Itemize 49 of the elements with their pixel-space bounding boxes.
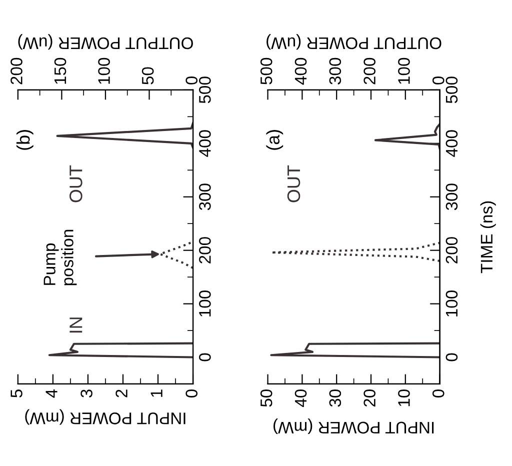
x-tick-label: 50 — [260, 389, 272, 407]
x-tick-label: 40 — [294, 389, 307, 407]
y-axis-title: TIME (ns) — [480, 201, 496, 274]
x2-tick-label: 200 — [10, 58, 22, 84]
y-tick-label: 200 — [199, 237, 211, 264]
y-tick-label: 100 — [446, 290, 458, 316]
x-tick-label: 1 — [150, 390, 162, 397]
y-tick-label: 400 — [446, 130, 458, 157]
x2-tick-label: 50 — [142, 67, 154, 84]
y-tick-label: 300 — [446, 184, 458, 210]
y-tick-label: 500 — [446, 76, 458, 104]
x2-tick-label: 400 — [294, 58, 307, 85]
x-tick-label: 3 — [80, 390, 92, 398]
y-tick-label: 300 — [199, 184, 211, 210]
x-tick-label: 0 — [186, 389, 198, 398]
y-tick-label: 400 — [199, 130, 211, 157]
text: IN — [70, 318, 82, 333]
text: (a) — [266, 130, 284, 150]
x-axis-title: INPUT POWER (mW) — [274, 418, 434, 434]
x-axis-title: INPUT POWER (mW) — [25, 409, 186, 425]
x2-tick-label: 300 — [329, 58, 342, 84]
x2-tick-label: 0 — [186, 76, 198, 84]
x-tick-label: 30 — [329, 389, 342, 407]
x2-tick-label: 200 — [364, 58, 376, 84]
line-series — [48, 342, 194, 358]
x2-tick-label: 150 — [54, 58, 66, 84]
x-tick-label: 20 — [364, 389, 376, 407]
line-series — [270, 242, 440, 262]
x-tick-label: 2 — [116, 390, 128, 398]
text: (b) — [16, 130, 34, 150]
x2-axis-title: OUTPUT POWER (uW) — [18, 34, 193, 50]
y-tick-label: 500 — [199, 76, 211, 104]
x-tick-label: 10 — [398, 389, 410, 406]
line-series — [270, 342, 440, 358]
x2-tick-label: 0 — [432, 76, 444, 84]
x-tick-label: 5 — [10, 390, 22, 398]
text: OUT — [287, 165, 300, 202]
y-tick-label: 0 — [446, 353, 458, 362]
y-tick-label: 100 — [199, 290, 211, 316]
x2-tick-label: 500 — [260, 58, 272, 84]
text: OUT — [70, 165, 82, 202]
y-tick-label: 0 — [199, 353, 211, 362]
x2-tick-label: 100 — [98, 58, 110, 84]
x2-axis-title: OUTPUT POWER (uW) — [266, 34, 442, 50]
annotation: Pump position — [44, 230, 77, 286]
x-tick-label: 4 — [46, 389, 58, 398]
x2-tick-label: 100 — [398, 58, 410, 84]
x-tick-label: 0 — [432, 389, 444, 398]
y-tick-label: 200 — [446, 237, 458, 264]
